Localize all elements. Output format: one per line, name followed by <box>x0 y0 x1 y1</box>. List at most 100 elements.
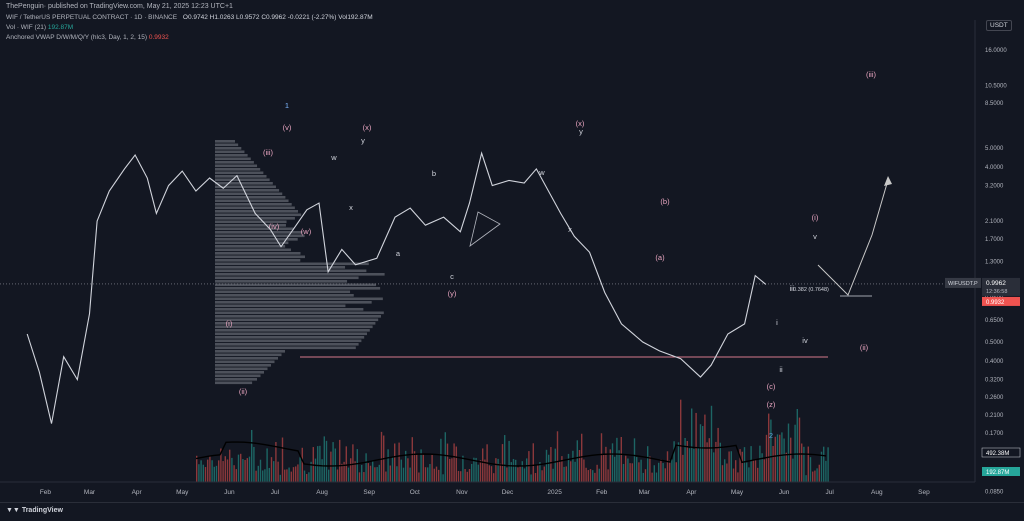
volume-bar <box>330 451 332 482</box>
wave-label: b <box>432 169 436 178</box>
time-tick-label: Apr <box>132 489 143 496</box>
volume-profile-bin <box>215 311 384 315</box>
volume-bar <box>732 468 735 482</box>
volume-bar <box>387 449 389 482</box>
volume-bar <box>583 459 585 482</box>
volume-bar <box>708 438 710 482</box>
volume-profile-bin <box>215 234 305 238</box>
volume-profile-bin <box>215 220 287 224</box>
volume-bar <box>378 464 380 482</box>
time-tick-label: May <box>176 489 189 496</box>
volume-bar <box>435 466 438 482</box>
volume-bar <box>246 458 248 482</box>
volume-bar <box>475 457 477 482</box>
volume-bar <box>669 460 671 482</box>
volume-bar <box>422 453 424 482</box>
volume-bar <box>607 469 609 482</box>
wave-label: v <box>813 232 817 241</box>
volume-bar <box>497 458 499 482</box>
wave-label: (iii) <box>263 148 273 157</box>
volume-bar <box>633 438 636 482</box>
volume-bar <box>572 450 574 482</box>
volume-bar <box>321 459 323 482</box>
volume-bar <box>207 459 209 482</box>
volume-profile-bin <box>215 259 301 262</box>
time-tick-label: Mar <box>639 489 651 496</box>
time-axis: Feb Mar Apr May Jun Jul Aug Sep Oct Nov Dec 2025 Feb… <box>0 481 975 496</box>
volume-bar <box>772 445 774 482</box>
volume-bar <box>658 462 660 482</box>
wave-label: 1 <box>285 101 289 110</box>
volume-bar <box>662 463 664 482</box>
volume-bar <box>655 472 658 482</box>
volume-bar <box>464 469 466 482</box>
volume-profile-bin <box>215 178 270 182</box>
price-chart[interactable]: 1(v)(iii)(x)y(iv)(w)wxbac(y)wx(x)y(b)(a)… <box>0 0 1024 502</box>
volume-bar <box>609 449 611 482</box>
vwap-legend[interactable]: Anchored VWAP D/W/M/Q/Y (hlc3, Day, 1, 2… <box>6 34 169 41</box>
volume-profile-bin <box>215 252 301 255</box>
price-tick-label: 0.4000 <box>985 359 1004 365</box>
volume-bar <box>429 464 431 482</box>
volume-bar <box>598 468 600 482</box>
projection-path <box>817 179 889 296</box>
time-tick-label: Nov <box>456 489 468 496</box>
volume-profile-bin <box>215 357 278 360</box>
volume-bar <box>299 457 301 482</box>
volume-bar <box>587 470 589 482</box>
volume-bar <box>627 458 629 482</box>
currency-selector[interactable]: USDT <box>986 20 1012 31</box>
volume-bar <box>530 474 532 482</box>
volume-legend[interactable]: Vol · WIF (21) 192.87M <box>6 24 73 31</box>
projection-arrow <box>884 176 892 186</box>
volume-bar <box>570 461 572 482</box>
volume-bar <box>424 467 427 482</box>
volume-bar <box>251 429 253 482</box>
volume-bar <box>427 467 429 482</box>
volume-profile-bin <box>215 374 261 378</box>
volume-bar <box>693 448 695 482</box>
volume-bar <box>807 446 809 482</box>
volume-bar <box>785 452 787 482</box>
time-tick-label: Aug <box>316 489 328 496</box>
volume-bar <box>739 449 741 482</box>
volume-bar <box>242 459 244 482</box>
volume-bar <box>442 474 444 482</box>
volume-bar <box>743 447 746 482</box>
price-tick-label: 5.0000 <box>985 146 1004 152</box>
volume-bar <box>790 437 792 482</box>
volume-bar <box>356 449 358 482</box>
volume-bar <box>200 460 202 482</box>
volume-bar <box>539 462 541 482</box>
wave-label: (a) <box>655 253 665 262</box>
tradingview-logo[interactable]: ▼▼ TradingView <box>6 507 63 514</box>
volume-bar <box>244 459 246 482</box>
volume-bar <box>416 454 418 482</box>
volume-profile-bin <box>215 322 376 325</box>
volume-bar <box>750 446 752 482</box>
volume-bar <box>614 456 616 482</box>
volume-bar <box>341 463 343 482</box>
volume-bar <box>499 463 501 482</box>
volume-bar <box>314 458 317 482</box>
volume-bar <box>288 467 290 482</box>
volume-bar <box>317 446 319 482</box>
volume-bar <box>715 441 717 482</box>
last-price-value: 0.9962 <box>986 280 1006 287</box>
volume-bar <box>763 459 765 482</box>
volume-bar <box>644 469 647 482</box>
volume-bar <box>578 449 581 482</box>
wave-label: 0.382 (0.7648) <box>793 287 829 293</box>
symbol-title[interactable]: WIF / TetherUS PERPETUAL CONTRACT · 1D ·… <box>6 14 178 21</box>
volume-bar <box>603 453 605 482</box>
volume-bar <box>345 446 347 482</box>
volume-profile-bin <box>215 196 286 199</box>
volume-profile-bin <box>215 241 289 245</box>
volume-bar <box>444 432 446 482</box>
volume-profile-bin <box>215 154 248 157</box>
volume-bar <box>460 471 462 482</box>
volume-bar <box>295 466 297 482</box>
volume-profile-bin <box>215 217 295 220</box>
time-tick-label: 2025 <box>547 489 562 496</box>
volume-bar <box>400 459 402 482</box>
